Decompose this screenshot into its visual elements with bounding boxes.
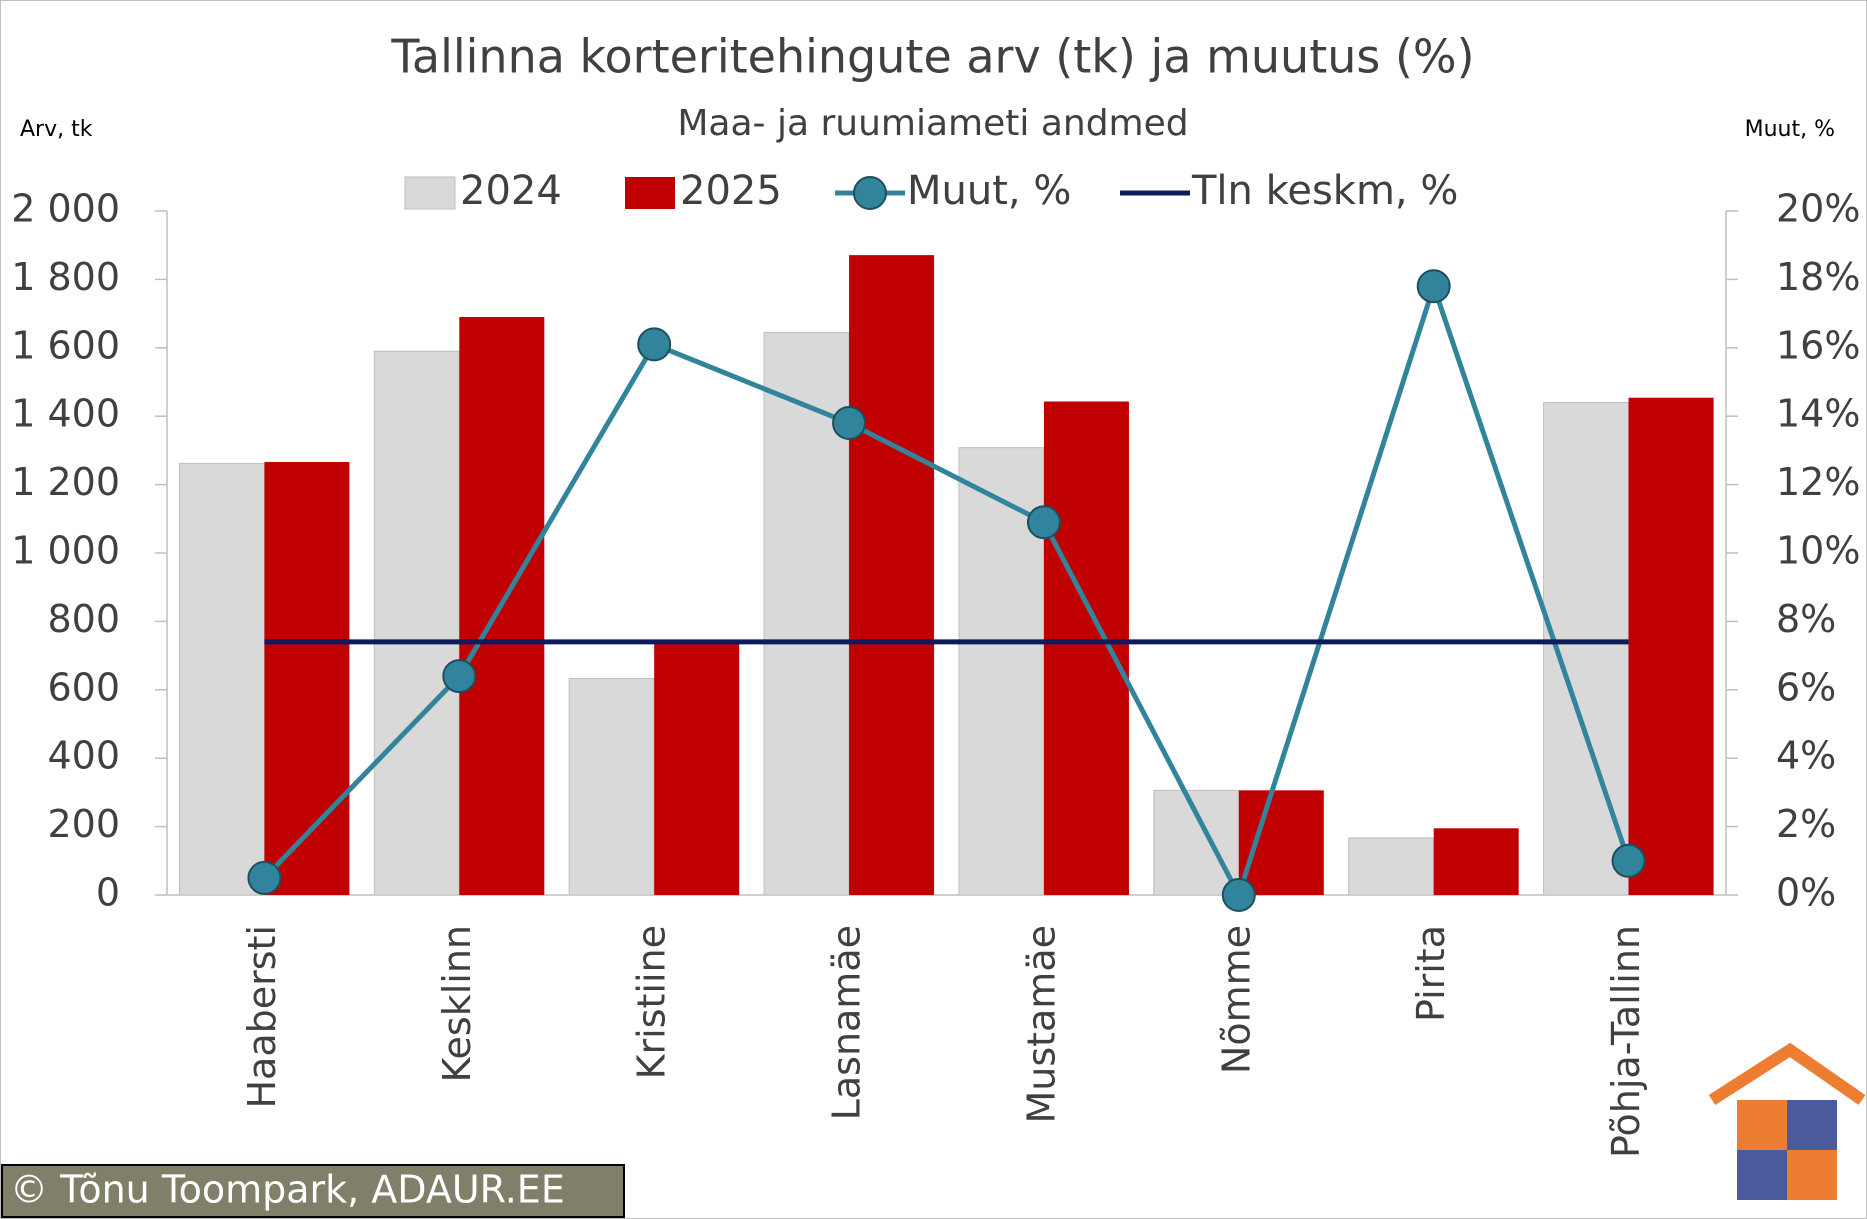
y-tick-label: 1 000 <box>11 529 120 573</box>
credit: © Tõnu Toompark, ADAUR.EE <box>10 1168 565 1212</box>
credit-bg <box>1 1164 625 1218</box>
line-marker <box>1026 505 1061 540</box>
legend-label: 2025 <box>680 168 782 214</box>
bar <box>1348 837 1435 896</box>
bar <box>654 643 740 895</box>
bar <box>1238 790 1324 895</box>
logo <box>1708 1042 1866 1200</box>
y2-tick-label: 12% <box>1776 460 1860 504</box>
y2-tick-label: 20% <box>1776 187 1860 231</box>
bar <box>178 462 265 896</box>
y-tick-label: 800 <box>47 597 120 641</box>
legend-label: 2024 <box>460 168 562 214</box>
legend-swatch <box>404 176 456 210</box>
y-tick-label: 400 <box>47 734 120 778</box>
logo-piece <box>1737 1150 1787 1200</box>
y2-tick-label: 6% <box>1776 665 1836 709</box>
bar <box>849 255 935 896</box>
y-tick-label: 0 <box>96 871 120 915</box>
legend-label: Tln keskm, % <box>1191 168 1458 214</box>
bar <box>568 678 655 896</box>
y-tick-label: 1 600 <box>11 323 120 367</box>
logo-piece <box>1787 1150 1837 1200</box>
y-tick-label: 1 400 <box>11 392 120 436</box>
line-marker <box>637 327 672 362</box>
line-marker <box>247 860 282 895</box>
bar <box>373 350 460 896</box>
y-tick-label: 1 200 <box>11 460 120 504</box>
bar <box>1043 401 1129 895</box>
line <box>262 278 1631 902</box>
bar <box>264 462 350 895</box>
legend-swatch <box>625 177 675 209</box>
logo-piece <box>1737 1100 1787 1150</box>
y2-tick-label: 10% <box>1776 529 1860 573</box>
bar <box>1628 397 1714 895</box>
bar <box>763 331 850 896</box>
chart-subtitle: Maa- ja ruumiameti andmed <box>677 103 1188 144</box>
y2-tick-label: 8% <box>1776 597 1836 641</box>
legend-label: Muut, % <box>907 168 1071 214</box>
y2-tick-label: 16% <box>1776 323 1860 367</box>
y2-axis-title: Muut, % <box>1745 117 1835 142</box>
line-marker <box>1221 878 1256 912</box>
y-tick-label: 600 <box>47 665 120 709</box>
y2-tick-label: 2% <box>1776 802 1836 846</box>
line-marker <box>1611 843 1646 878</box>
line-marker <box>1416 269 1451 304</box>
logo-piece <box>1787 1100 1837 1150</box>
bar <box>1433 828 1519 895</box>
y2-tick-label: 18% <box>1776 255 1860 299</box>
x-tick-label: Lasnamäe <box>825 925 869 1120</box>
line-marker <box>442 659 477 694</box>
x-tick-label: Kristiine <box>630 925 674 1079</box>
bar <box>1153 789 1240 896</box>
credit-box: © Tõnu Toompark, ADAUR.EE <box>1 1164 625 1218</box>
y-axis-title: Arv, tk <box>20 117 93 142</box>
x-tick-label: Mustamäe <box>1019 925 1063 1124</box>
y-tick-label: 1 800 <box>11 255 120 299</box>
line-marker <box>832 406 867 441</box>
x-tick-label: Haabersti <box>240 925 284 1109</box>
y2-tick-label: 14% <box>1776 392 1860 436</box>
x-tick-label: Nõmme <box>1214 925 1258 1074</box>
y-tick-label: 2 000 <box>11 187 120 231</box>
logo-roof <box>1708 1042 1866 1106</box>
y-tick-label: 200 <box>47 802 120 846</box>
x-tick-label: Põhja-Tallinn <box>1604 925 1648 1158</box>
chart-title: Tallinna korteritehingute arv (tk) ja mu… <box>390 30 1474 84</box>
x-tick-label: Pirita <box>1409 925 1453 1022</box>
legend-marker <box>853 176 887 210</box>
x-tick-label: Kesklinn <box>435 925 479 1083</box>
y2-tick-label: 0% <box>1776 871 1836 915</box>
y2-tick-label: 4% <box>1776 734 1836 778</box>
